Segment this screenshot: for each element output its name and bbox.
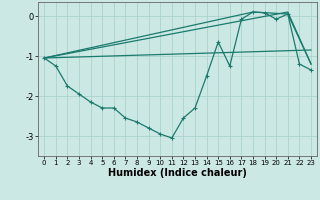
- X-axis label: Humidex (Indice chaleur): Humidex (Indice chaleur): [108, 168, 247, 178]
